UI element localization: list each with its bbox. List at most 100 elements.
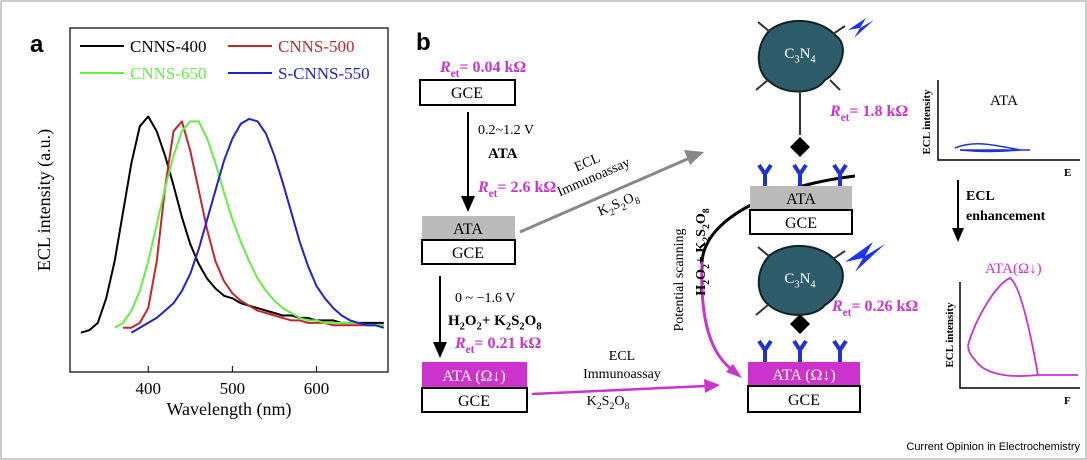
text-part: C [784, 271, 794, 287]
legend-label: CNNS-400 [130, 37, 207, 56]
panel-label: a [30, 31, 44, 58]
x-tick-label: 400 [135, 379, 161, 398]
subscript: 2 [597, 401, 602, 412]
inset-label: ATA [990, 93, 1018, 109]
arrow-head [684, 150, 704, 165]
series-line [130, 117, 385, 334]
emission-bolt [845, 242, 885, 272]
text-part: O [465, 313, 477, 329]
text-part: S [694, 229, 709, 237]
resistance: Ret= 0.26 kΩ [831, 298, 918, 319]
inset-y-label: ECL intensity [921, 89, 933, 155]
ata-layer [422, 216, 515, 240]
inset-label: enhancement [966, 209, 1046, 224]
resistance: Ret= 1.8 kΩ [829, 103, 908, 124]
scan-curve [700, 261, 736, 374]
subscript: 2 [620, 201, 629, 213]
arrow-head [952, 228, 964, 242]
text-part: N [800, 46, 811, 62]
subscript: 3 [794, 280, 799, 291]
text-part: O [694, 269, 709, 280]
resistance: Ret= 0.04 kΩ [439, 59, 526, 80]
panel-label: b [416, 29, 431, 56]
arrow-head [726, 364, 742, 378]
arrow-head [461, 196, 475, 212]
layer-label: ATA (Ω↓) [772, 367, 836, 384]
text-part: = 0.26 kΩ [851, 298, 918, 315]
step-label: 0 ~ −1.6 V [455, 291, 515, 306]
electrode-box [421, 387, 528, 413]
subscript: 3 [794, 55, 799, 66]
chart-a: a Wavelength (nm) ECL intensity (a.u.) 4… [30, 27, 389, 420]
text-part: R [477, 179, 489, 196]
subscript: 8 [624, 401, 629, 412]
antigen [790, 137, 810, 157]
electrode-box [421, 239, 516, 265]
nanosheet-arms [755, 21, 846, 135]
legend-label: CNNS-500 [278, 37, 355, 56]
inset-axes [937, 80, 1080, 161]
electrode-box [419, 79, 516, 106]
electrode-label: GCE [785, 215, 817, 232]
nanosheet [757, 19, 844, 93]
subscript: 2 [701, 280, 712, 285]
inset-axes [959, 282, 1080, 389]
text-part: = 0.21 kΩ [474, 335, 541, 352]
inset-x-label: E [1064, 167, 1071, 179]
text-part: + K [482, 313, 506, 329]
text-part: = 0.04 kΩ [459, 59, 526, 76]
nanosheet-label: C3N4 [784, 271, 816, 291]
text-part: + K [694, 242, 709, 264]
electrode-label: GCE [788, 392, 820, 409]
series-line [114, 120, 384, 329]
text-part: H [694, 285, 709, 296]
subscript: et [489, 188, 498, 200]
step-label: H2O2+ K2S2O8 [448, 313, 542, 333]
series-line [80, 115, 384, 334]
electrode-box [749, 209, 853, 235]
electrode-label: GCE [458, 393, 490, 410]
subscript: et [466, 344, 475, 356]
subscript: 2 [519, 322, 524, 333]
plot-frame [69, 27, 389, 373]
x-tick-label: 500 [220, 379, 246, 398]
text-part: = 1.8 kΩ [849, 103, 908, 120]
subscript: et [841, 112, 850, 124]
source-note: Current Opinion in Electrochemistry [906, 441, 1080, 453]
subscript: 2 [506, 322, 511, 333]
subscript: 8 [633, 195, 642, 207]
ata-reduced-layer [422, 362, 527, 388]
scan-label: Potential scanning [672, 228, 687, 331]
nanosheet-label: C3N4 [784, 46, 816, 66]
text-part: = 2.6 kΩ [497, 179, 556, 196]
subscript: 2 [608, 206, 617, 218]
ata-reduced-layer [748, 362, 860, 386]
subscript: 2 [477, 322, 482, 333]
inset-y-label: ECL intensity [944, 302, 956, 368]
electrode-label: GCE [452, 245, 484, 262]
text-part: K [587, 394, 597, 409]
subscript: 8 [536, 322, 541, 333]
text-part: O [525, 313, 537, 329]
text-part: O [694, 213, 709, 224]
layer-label: ATA (Ω↓) [442, 368, 506, 385]
resistance: Ret= 2.6 kΩ [477, 179, 556, 200]
text-part: C [784, 46, 794, 62]
arrow-head [704, 379, 720, 393]
step-label: 0.2~1.2 V [478, 123, 534, 138]
text-part: R [829, 103, 841, 120]
inset-x-label: F [1064, 395, 1071, 407]
text-part: R [454, 335, 466, 352]
text-part: R [439, 59, 451, 76]
text-part: O [614, 394, 624, 409]
layer-label: ATA [786, 191, 816, 208]
arrow [519, 155, 693, 234]
step-label: ATA [488, 146, 518, 162]
antibodies [757, 163, 848, 186]
subscript: 2 [460, 322, 465, 333]
subscript: 4 [810, 55, 816, 66]
text-part: H [448, 313, 460, 329]
scan-label: H2O2+ K2S2O8 [694, 208, 712, 295]
